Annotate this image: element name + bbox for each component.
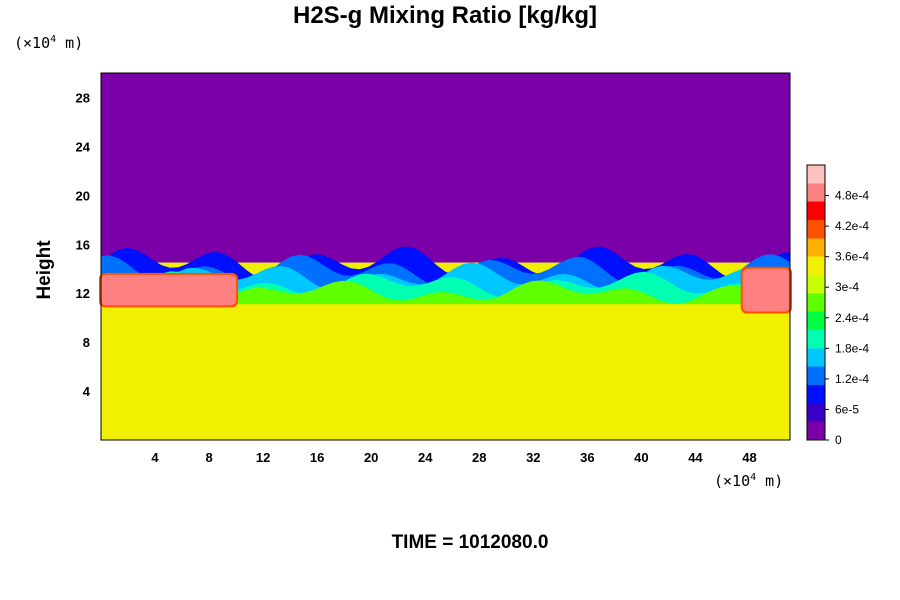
x-tick-label: 16 <box>310 450 324 465</box>
high-patch <box>742 268 790 312</box>
colorbar-tick-label: 3.6e-4 <box>835 250 869 264</box>
y-tick-label: 20 <box>76 188 90 203</box>
x-ticks: 4 8 12 16 20 24 28 32 36 40 44 48 <box>151 450 756 465</box>
time-label: TIME = 1012080.0 <box>391 532 549 553</box>
colorbar-bar <box>806 164 826 441</box>
lower-region-fill <box>101 304 790 440</box>
colorbar-tick-label: 1.8e-4 <box>835 341 869 355</box>
plot-area <box>99 72 792 441</box>
x-tick-label: 12 <box>256 450 270 465</box>
colorbar-tick-label: 3e-4 <box>835 280 859 294</box>
x-tick-label: 40 <box>634 450 648 465</box>
colorbar-tick-label: 4.2e-4 <box>835 219 869 233</box>
x-tick-label: 32 <box>526 450 540 465</box>
x-axis-unit: (×104 m) <box>714 472 784 490</box>
x-tick-label: 8 <box>205 450 212 465</box>
y-tick-label: 28 <box>76 90 90 105</box>
colorbar-tick-label: 4.8e-4 <box>835 189 869 203</box>
x-tick-label: 24 <box>418 450 433 465</box>
colorbar: 0 6e-5 1.2e-4 1.8e-4 2.4e-4 3e-4 3.6e-4 4.2e-4 4… <box>806 164 869 447</box>
y-tick-label: 24 <box>76 139 91 154</box>
high-patch <box>101 274 237 306</box>
y-tick-label: 4 <box>83 384 91 399</box>
plot-frame <box>100 72 791 441</box>
y-ticks: 4 8 12 16 20 24 28 <box>76 90 91 399</box>
upper-region <box>101 73 790 263</box>
x-tick-label: 4 <box>151 450 159 465</box>
colorbar-tick-label: 1.2e-4 <box>835 372 869 386</box>
y-tick-label: 16 <box>76 237 90 252</box>
x-tick-label: 28 <box>472 450 486 465</box>
colorbar-tick-label: 0 <box>835 433 842 447</box>
x-tick-label: 44 <box>688 450 703 465</box>
chart-title: H2S-g Mixing Ratio [kg/kg] <box>292 2 597 29</box>
x-tick-label: 20 <box>364 450 378 465</box>
y-tick-label: 12 <box>76 286 90 301</box>
y-tick-label: 8 <box>83 335 90 350</box>
x-tick-label: 48 <box>742 450 756 465</box>
colorbar-tick-label: 2.4e-4 <box>835 311 869 325</box>
x-tick-label: 36 <box>580 450 594 465</box>
y-axis-unit: (×104 m) <box>14 34 84 52</box>
colorbar-tick-label: 6e-5 <box>835 402 859 416</box>
